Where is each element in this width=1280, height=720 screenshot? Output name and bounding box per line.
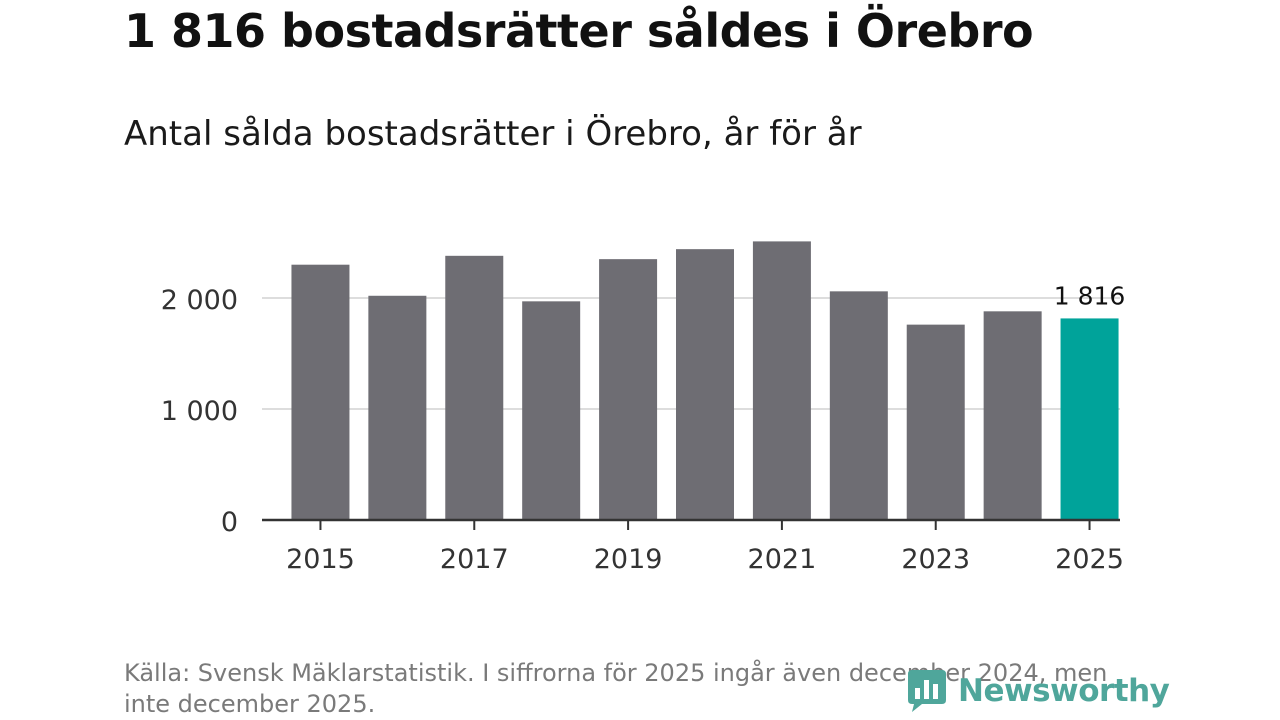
bar-2020 <box>676 249 734 520</box>
bar-2019 <box>599 259 658 520</box>
x-tick-label: 2023 <box>901 544 970 575</box>
x-tick-label: 2021 <box>748 544 817 575</box>
bar-2024 <box>983 311 1042 520</box>
bar-2023 <box>906 324 965 520</box>
newsworthy-logo: Newsworthy <box>904 668 1170 714</box>
chart-title: 1 816 bostadsrätter såldes i Örebro <box>124 4 1034 58</box>
y-tick-label: 1 000 <box>161 396 238 427</box>
x-tick-label: 2015 <box>286 544 355 575</box>
brand-name: Newsworthy <box>958 673 1170 709</box>
x-tick-label: 2019 <box>594 544 663 575</box>
bar-chart-logo-icon <box>908 670 946 712</box>
y-tick-label: 0 <box>221 507 238 538</box>
bar-2016 <box>368 295 427 520</box>
x-tick-label: 2025 <box>1055 544 1124 575</box>
bar-2018 <box>522 301 581 520</box>
bar-2025 <box>1060 318 1119 520</box>
bar-2022 <box>829 291 888 520</box>
x-tick-label: 2017 <box>440 544 509 575</box>
data-label: 1 816 <box>1054 281 1126 310</box>
chart-subtitle: Antal sålda bostadsrätter i Örebro, år f… <box>124 114 862 154</box>
bar-2017 <box>445 255 504 520</box>
y-tick-label: 2 000 <box>161 285 238 316</box>
bar-2021 <box>752 241 811 520</box>
bar-2015 <box>291 264 350 520</box>
